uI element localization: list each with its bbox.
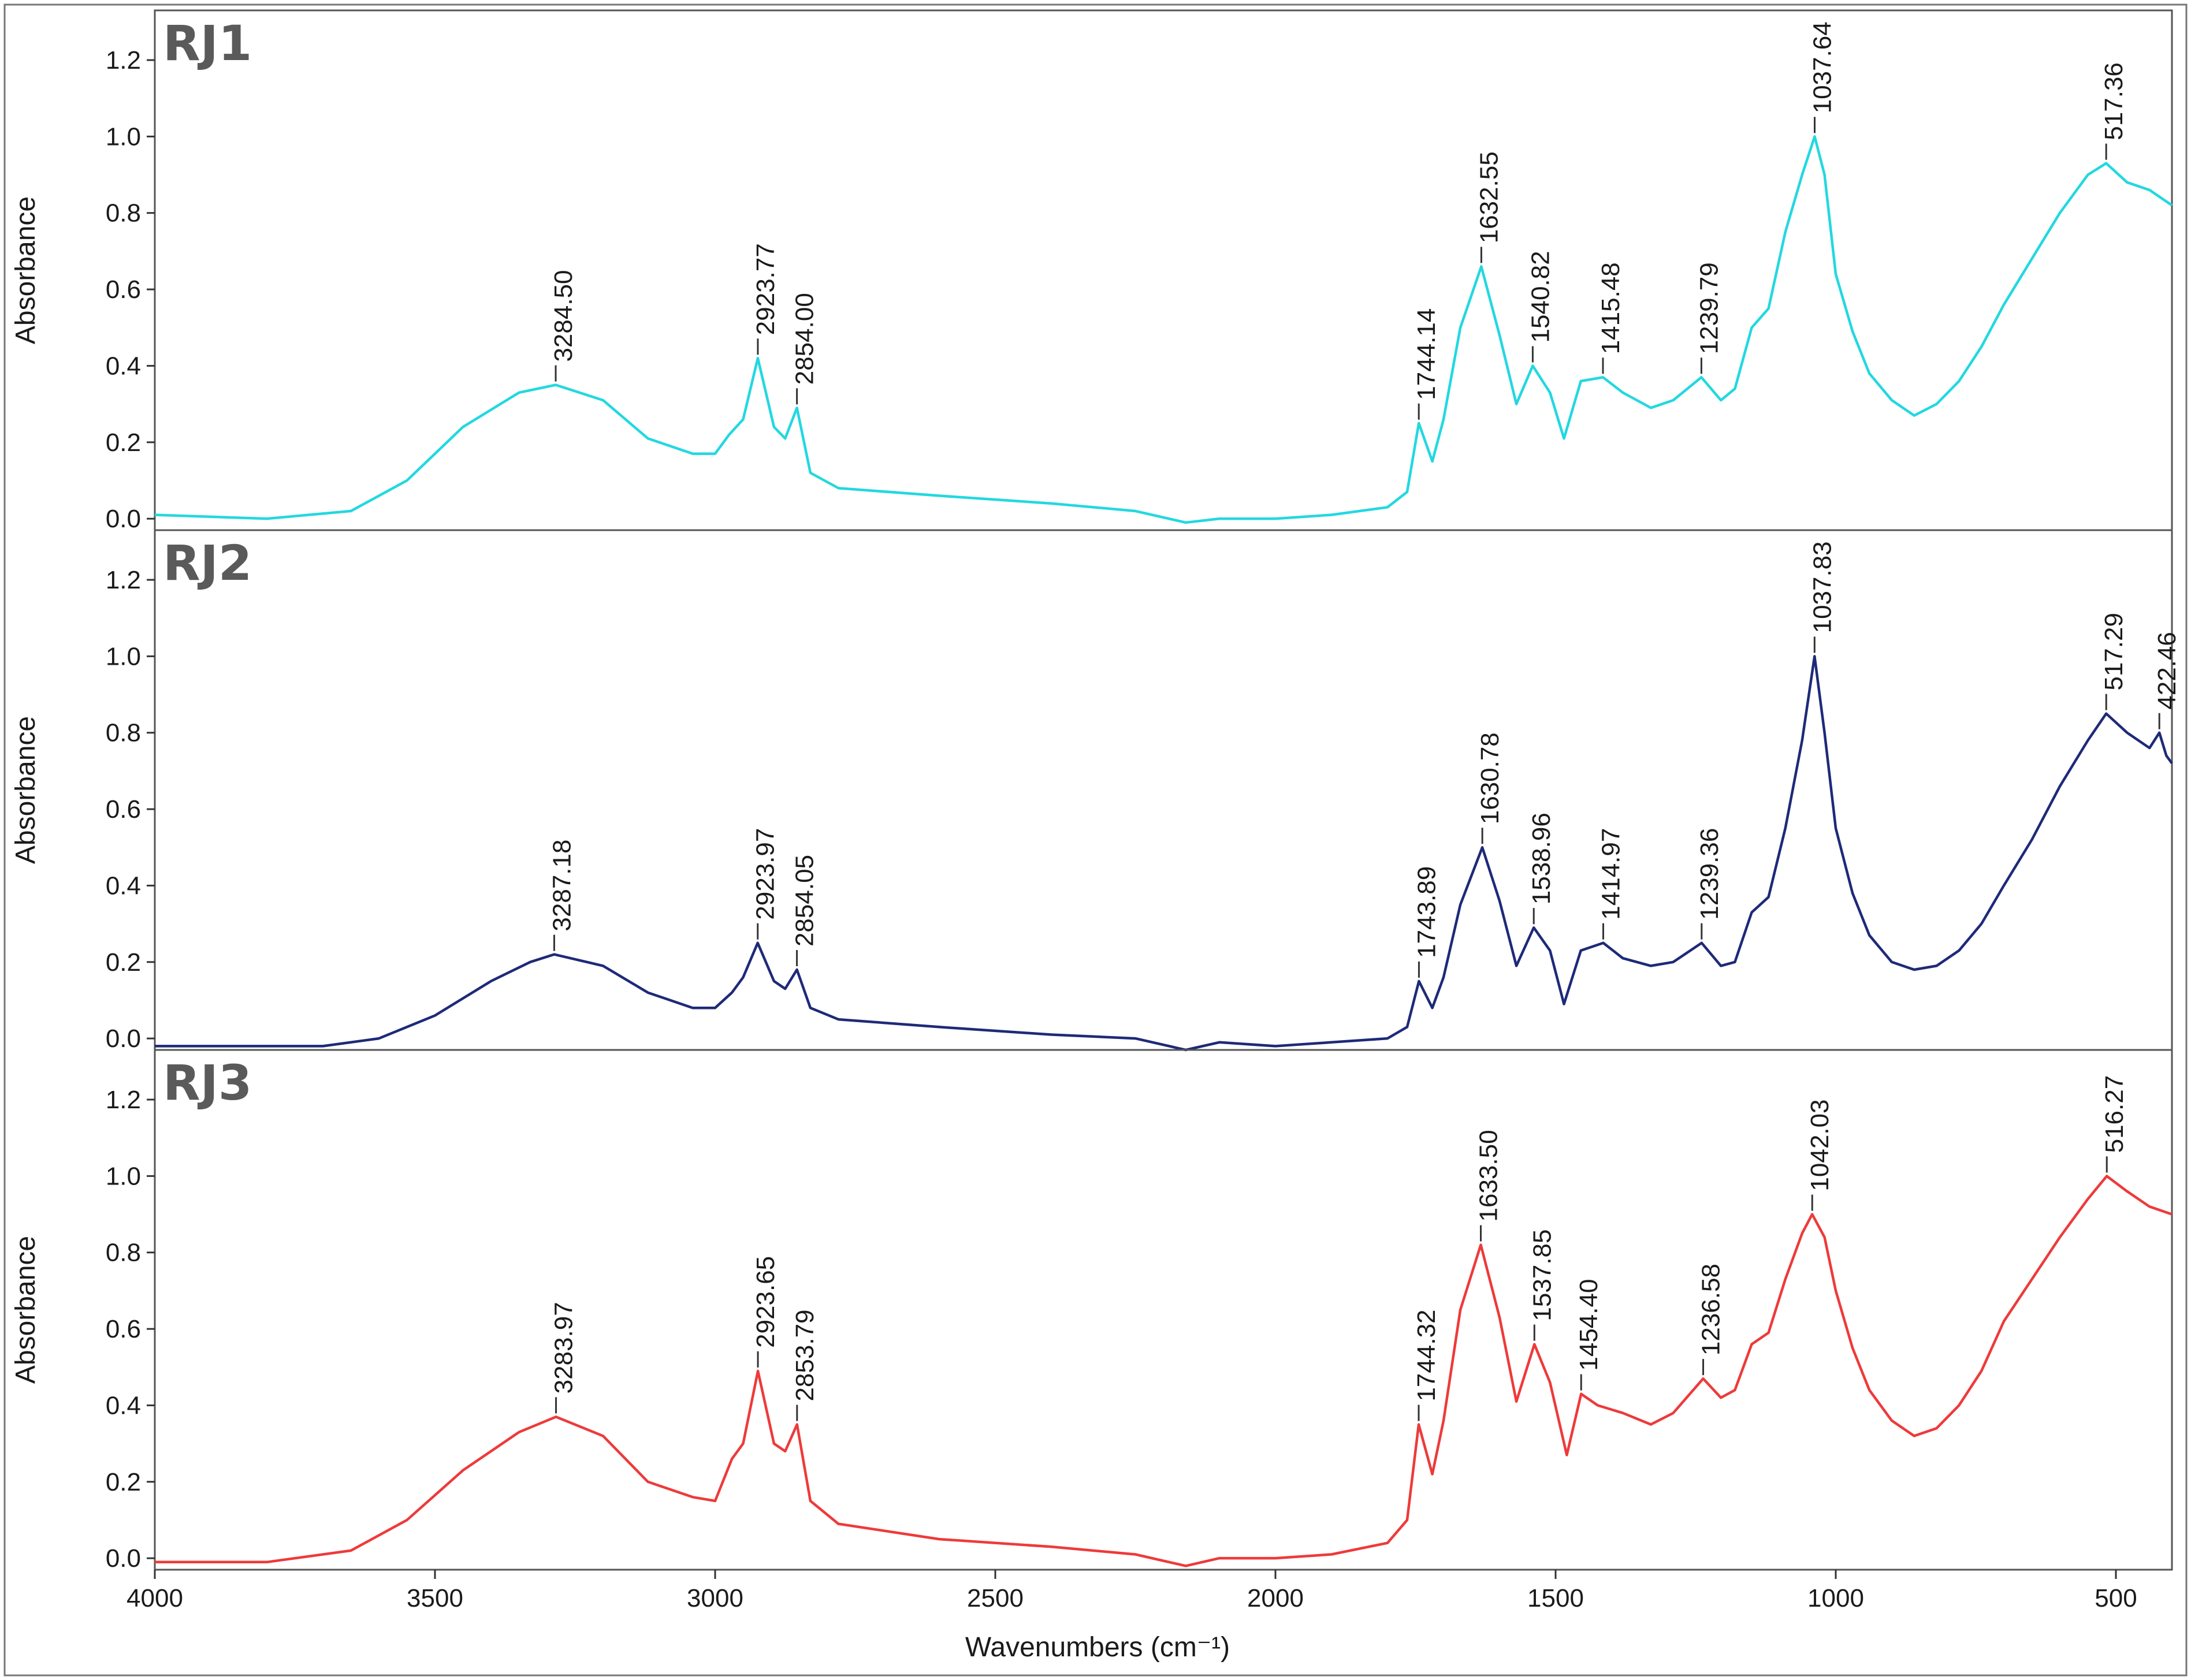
y-tick-label: 0.6 xyxy=(106,1315,141,1343)
y-tick-label: 1.2 xyxy=(106,566,141,594)
spectrum-line-rj3 xyxy=(155,1175,2173,1567)
peak-label: 1744.32 xyxy=(1412,1309,1441,1401)
outer-frame xyxy=(3,3,2188,1677)
panel-frame xyxy=(154,9,2173,531)
y-tick-label: 1.2 xyxy=(106,1086,141,1114)
panel-rj1: 0.0 0.2 0.4 0.6 0.8 1.0 1.2 Absorbance 3284.50 29… xyxy=(10,9,2173,533)
peak-label: 1743.89 xyxy=(1412,866,1441,958)
spectrum-line-rj1 xyxy=(154,135,2173,524)
y-tick-label: 0.0 xyxy=(106,1025,141,1053)
peak-label: 1632.55 xyxy=(1475,151,1503,243)
x-tick-label: 2000 xyxy=(1247,1584,1304,1612)
peak-label: 1630.78 xyxy=(1476,732,1504,824)
x-tick-label: 2500 xyxy=(967,1584,1024,1612)
peak-label: 1037.83 xyxy=(1808,541,1836,633)
peak-label: 516.27 xyxy=(2100,1075,2129,1153)
panel-rj2: 0.0 0.2 0.4 0.6 0.8 1.0 1.2 Absorbance 3287.18 29… xyxy=(10,529,2181,1053)
panel-frame xyxy=(154,1049,2173,1571)
peak-label: 2854.05 xyxy=(791,855,819,947)
y-axis-title: Absorbance xyxy=(10,196,41,344)
panel-label-rj3: RJ3 xyxy=(163,1055,252,1111)
peak-label: 1037.64 xyxy=(1808,21,1836,113)
peak-label: 1537.85 xyxy=(1528,1229,1556,1321)
peak-label: 3283.97 xyxy=(550,1302,578,1394)
peak-label: 2923.65 xyxy=(752,1256,780,1348)
x-tick-label: 3000 xyxy=(687,1584,743,1612)
peak-label: 2923.97 xyxy=(752,828,780,920)
y-tick-label: 0.6 xyxy=(106,275,141,304)
x-axis-title: Wavenumbers (cm⁻¹) xyxy=(965,1632,1230,1663)
x-tick-label: 500 xyxy=(2095,1584,2137,1612)
y-tick-label: 1.0 xyxy=(106,1162,141,1190)
peak-label: 517.29 xyxy=(2100,613,2128,691)
peak-label: 3284.50 xyxy=(549,270,578,362)
y-tick-label: 0.8 xyxy=(106,1239,141,1267)
peak-label: 1415.48 xyxy=(1597,262,1625,354)
panel-label-rj1: RJ1 xyxy=(163,15,252,72)
y-tick-label: 0.0 xyxy=(106,505,141,533)
y-tick-label: 0.2 xyxy=(106,948,141,977)
x-tick-label: 3500 xyxy=(407,1584,463,1612)
peak-label: 2923.77 xyxy=(752,243,780,335)
peak-label: 517.36 xyxy=(2100,62,2128,140)
y-tick-label: 1.0 xyxy=(106,122,141,151)
x-tick-label: 1500 xyxy=(1527,1584,1584,1612)
y-tick-label: 0.6 xyxy=(106,795,141,824)
y-axis-title: Absorbance xyxy=(10,1236,41,1384)
peak-label: 1540.82 xyxy=(1526,251,1554,342)
peak-label: 1744.14 xyxy=(1412,308,1441,400)
x-tick-label: 1000 xyxy=(1807,1584,1864,1612)
y-tick-label: 0.8 xyxy=(106,719,141,747)
peak-label: 1236.58 xyxy=(1697,1264,1725,1355)
peak-label: 1633.50 xyxy=(1475,1130,1503,1221)
peak-label: 2853.79 xyxy=(791,1309,819,1401)
peak-label: 1414.97 xyxy=(1597,828,1625,920)
x-tick-label: 4000 xyxy=(127,1584,183,1612)
y-tick-label: 0.2 xyxy=(106,429,141,457)
y-tick-label: 1.0 xyxy=(106,642,141,670)
peak-label: 422.46 xyxy=(2153,632,2181,710)
y-tick-label: 0.4 xyxy=(106,352,141,380)
y-axis-title: Absorbance xyxy=(10,716,41,864)
peak-label: 2854.00 xyxy=(791,293,819,385)
y-tick-label: 0.0 xyxy=(106,1544,141,1573)
y-tick-label: 1.2 xyxy=(106,46,141,74)
peak-label: 1042.03 xyxy=(1806,1099,1834,1191)
peak-label: 1538.96 xyxy=(1527,813,1556,904)
panel-label-rj2: RJ2 xyxy=(163,535,252,591)
panel-rj3: 0.0 0.2 0.4 0.6 0.8 1.0 1.2 Absorbance 3283.97 29… xyxy=(10,1049,2173,1573)
y-tick-label: 0.8 xyxy=(106,199,141,228)
peak-label: 1239.36 xyxy=(1695,828,1724,920)
spectrum-line-rj2 xyxy=(155,655,2173,1052)
peak-label: 1454.40 xyxy=(1575,1279,1603,1371)
peak-label: 3287.18 xyxy=(548,839,576,931)
peak-label: 1239.79 xyxy=(1695,262,1723,354)
y-tick-label: 0.4 xyxy=(106,871,141,900)
y-tick-label: 0.2 xyxy=(106,1468,141,1496)
panel-frame xyxy=(154,529,2173,1051)
y-tick-label: 0.4 xyxy=(106,1391,141,1420)
